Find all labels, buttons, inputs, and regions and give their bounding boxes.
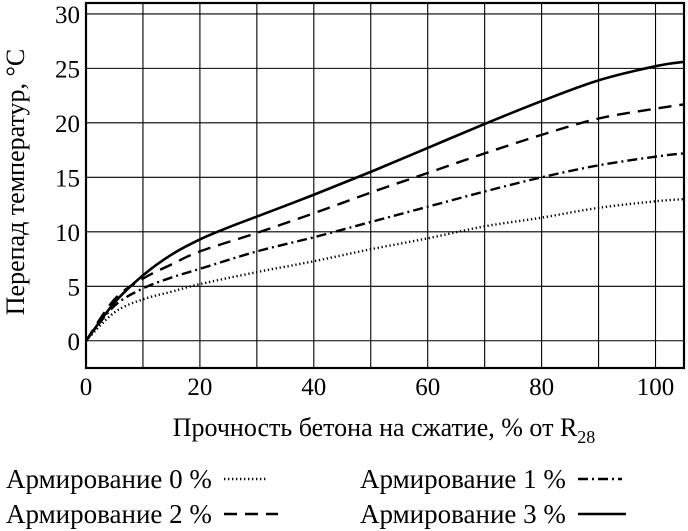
legend-item-2: Армирование 2 %: [6, 497, 278, 531]
legend-swatch-2: [223, 512, 278, 516]
x-tick-label: 60: [415, 374, 440, 401]
y-tick-label: 0: [68, 329, 81, 356]
x-axis-label: Прочность бетона на сжатие, % от R28: [173, 413, 596, 447]
x-tick-label: 40: [301, 374, 326, 401]
x-tick-label: 20: [187, 374, 212, 401]
grid: [85, 3, 684, 368]
chart: 0 20 40 60 80 100 0 5 10 15 20 25 30 Прочность бетон…: [1, 1, 686, 447]
y-axis-label: Перепад температур, °С: [1, 49, 30, 315]
legend-swatch-3: [577, 512, 626, 516]
y-tick-label: 10: [55, 220, 80, 247]
legend-label-0: Армирование 0 %: [6, 463, 212, 494]
legend-label-2: Армирование 2 %: [6, 498, 212, 529]
series-line-0: [85, 197, 685, 342]
series-line-2: [85, 103, 685, 342]
series-line-3: [84, 60, 685, 342]
y-tick-label: 5: [68, 274, 81, 301]
legend-label-1: Армирование 1 %: [360, 463, 566, 494]
y-tick-label: 20: [55, 111, 80, 138]
y-tick-label: 15: [55, 165, 80, 192]
y-tick-label: 30: [55, 2, 80, 29]
plot-frame: [84, 1, 686, 370]
legend-swatch-0: [223, 477, 266, 481]
legend-item-0: Армирование 0 %: [6, 462, 266, 496]
y-tick-label: 25: [55, 56, 80, 83]
legend-label-3: Армирование 3 %: [360, 498, 566, 529]
series-line-1: [85, 152, 685, 342]
legend-item-3: Армирование 3 %: [360, 497, 626, 531]
legend: Армирование 0 % Армирование 1 % Армирова…: [0, 462, 688, 531]
legend-swatch-1: [577, 477, 622, 481]
tick-labels: 0 20 40 60 80 100 0 5 10 15 20 25 30: [55, 2, 674, 401]
x-tick-label: 100: [637, 374, 675, 401]
series-layer: [84, 60, 685, 342]
legend-item-1: Армирование 1 %: [360, 462, 622, 496]
x-tick-label: 0: [80, 374, 93, 401]
x-tick-label: 80: [529, 374, 554, 401]
